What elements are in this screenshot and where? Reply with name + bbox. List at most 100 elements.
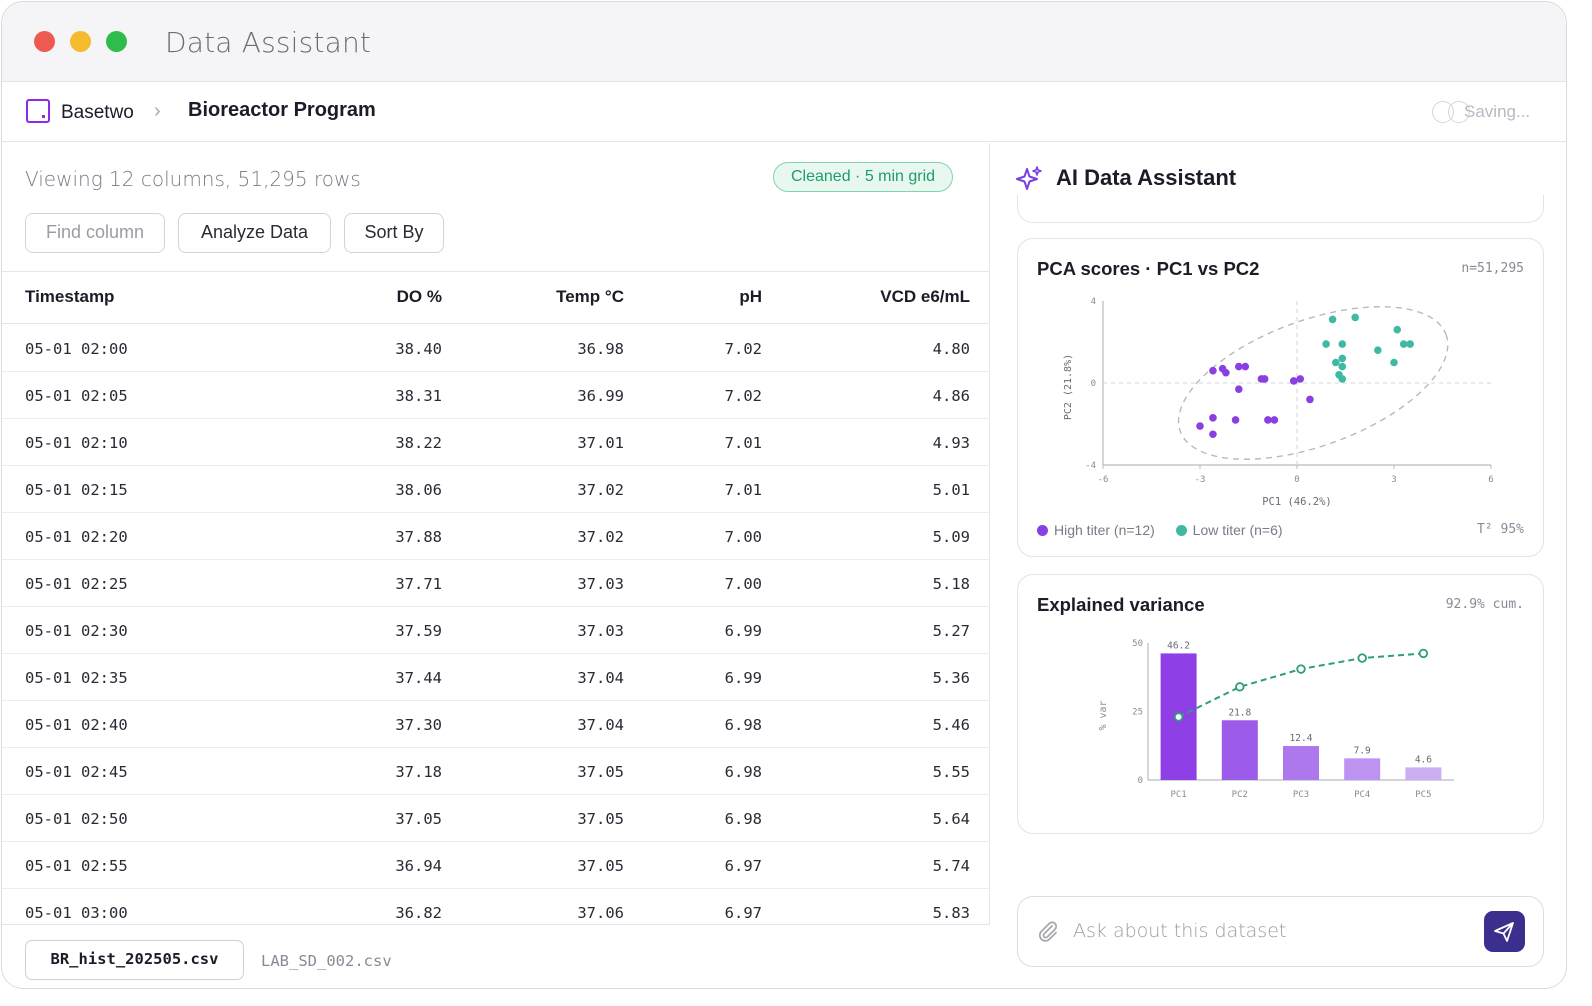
column-header[interactable]: Timestamp xyxy=(25,287,115,306)
maximize-window-button[interactable] xyxy=(106,31,127,52)
x-tick-label: PC3 xyxy=(1293,790,1309,800)
data-point xyxy=(1338,375,1347,383)
x-tick-label: PC1 xyxy=(1170,790,1186,800)
breadcrumb-current: Bioreactor Program xyxy=(188,99,376,121)
send-button[interactable] xyxy=(1484,911,1525,952)
table-cell: 37.04 xyxy=(577,716,624,734)
data-point xyxy=(1328,315,1337,324)
data-point xyxy=(1322,340,1330,348)
y-tick-label: -4 xyxy=(1085,461,1096,471)
y-tick-label: 50 xyxy=(1132,639,1143,649)
column-header[interactable]: VCD e6/mL xyxy=(880,287,970,306)
table-cell: 37.30 xyxy=(395,716,442,734)
column-header[interactable]: Temp °C xyxy=(556,287,624,306)
table-cell: 5.18 xyxy=(932,575,970,593)
table-cell: 05-01 02:10 xyxy=(25,434,128,452)
legend-item: High titer (n=12) xyxy=(1037,522,1155,538)
table-row[interactable]: 05-01 02:30 37.59 37.03 6.99 5.27 xyxy=(2,607,990,654)
file-tabs: BR_hist_202505.csv LAB_SD_002.csv xyxy=(2,924,990,988)
table-cell: 05-01 02:00 xyxy=(25,340,128,358)
x-axis-label: PC1 (46.2%) xyxy=(1262,496,1332,508)
data-point xyxy=(1231,416,1240,424)
chart-legend: High titer (n=12) Low titer (n=6) xyxy=(1037,522,1300,538)
table-row[interactable]: 05-01 02:10 38.22 37.01 7.01 4.93 xyxy=(2,419,990,466)
table-cell: 7.02 xyxy=(724,340,762,358)
variance-bar xyxy=(1344,758,1381,780)
table-cell: 5.64 xyxy=(932,810,970,828)
table-cell: 05-01 02:35 xyxy=(25,669,128,687)
table-row[interactable]: 05-01 02:40 37.30 37.04 6.98 5.46 xyxy=(2,701,990,748)
file-tab-active[interactable]: BR_hist_202505.csv xyxy=(25,940,244,980)
status-badge: Cleaned · 5 min grid xyxy=(773,162,954,192)
data-point xyxy=(1390,358,1398,367)
paperclip-icon[interactable] xyxy=(1036,920,1060,944)
table-cell: 05-01 02:15 xyxy=(25,481,128,499)
table-cell: 05-01 02:05 xyxy=(25,387,128,405)
basetwo-logo-icon[interactable] xyxy=(26,99,50,123)
explained-variance-card: Explained variance 92.9% cum. 50 25 0 % var… xyxy=(1017,574,1544,834)
bar-value-label: 21.8 xyxy=(1228,707,1251,718)
table-cell: 37.04 xyxy=(577,669,624,687)
table-header: Timestamp DO % Temp °C pH VCD e6/mL xyxy=(2,271,990,324)
table-row[interactable]: 05-01 02:35 37.44 37.04 6.99 5.36 xyxy=(2,654,990,701)
table-cell: 37.01 xyxy=(577,434,624,452)
ask-input[interactable]: Ask about this dataset xyxy=(1017,896,1544,967)
assistant-panel: AI Data Assistant PCA scores · PC1 vs PC… xyxy=(991,143,1566,988)
x-tick-label: 0 xyxy=(1294,475,1299,485)
table-row[interactable]: 05-01 02:50 37.05 37.05 6.98 5.64 xyxy=(2,795,990,842)
table-row[interactable]: 05-01 02:15 38.06 37.02 7.01 5.01 xyxy=(2,466,990,513)
column-header[interactable]: pH xyxy=(739,287,762,306)
legend-swatch xyxy=(1175,525,1187,536)
table-cell: 7.01 xyxy=(724,434,762,452)
confidence-ellipse xyxy=(1177,306,1449,460)
table-cell: 36.94 xyxy=(395,857,442,875)
title-bar: Data Assistant xyxy=(2,2,1566,82)
ask-input-placeholder[interactable]: Ask about this dataset xyxy=(1073,920,1287,942)
minimize-window-button[interactable] xyxy=(70,31,91,52)
cumulative-point xyxy=(1235,682,1245,692)
find-column-input[interactable]: Find column xyxy=(25,213,165,253)
previous-message-card xyxy=(1017,195,1544,223)
y-tick-label: 0 xyxy=(1138,776,1143,786)
breadcrumb: Basetwo › Bioreactor Program Saving... xyxy=(2,82,1566,142)
assistant-title: AI Data Assistant xyxy=(1056,165,1237,190)
file-tab[interactable]: LAB_SD_002.csv xyxy=(261,952,392,970)
table-row[interactable]: 05-01 02:00 38.40 36.98 7.02 4.80 xyxy=(2,325,990,372)
analyze-data-button[interactable]: Analyze Data xyxy=(178,213,331,253)
close-window-button[interactable] xyxy=(34,31,55,52)
table-cell: 37.02 xyxy=(577,481,624,499)
breadcrumb-home[interactable]: Basetwo xyxy=(61,102,134,123)
variance-bar xyxy=(1405,767,1442,780)
table-cell: 05-01 02:30 xyxy=(25,622,128,640)
table-cell: 37.02 xyxy=(577,528,624,546)
table-row[interactable]: 05-01 02:45 37.18 37.05 6.98 5.55 xyxy=(2,748,990,795)
data-point xyxy=(1332,358,1340,367)
data-point xyxy=(1264,416,1272,424)
saving-status-text: Saving... xyxy=(1464,102,1531,121)
sort-by-button[interactable]: Sort By xyxy=(344,213,444,253)
x-tick-label: 3 xyxy=(1391,475,1396,485)
variance-bar-chart: 50 25 0 % var 46.2 PC1 21.8 PC2 12.4 PC3 7.9 PC4 4.6… xyxy=(1098,639,1454,800)
table-row[interactable]: 05-01 02:55 36.94 37.05 6.97 5.74 xyxy=(2,842,990,889)
dataset-summary: Viewing 12 columns, 51,295 rows xyxy=(25,167,361,191)
table-cell: 38.22 xyxy=(395,434,442,452)
table-cell: 05-01 02:55 xyxy=(25,857,128,875)
table-cell: 5.83 xyxy=(932,904,970,922)
bar-value-label: 46.2 xyxy=(1167,640,1190,651)
legend-label: High titer (n=12) xyxy=(1054,522,1155,538)
table-row[interactable]: 05-01 02:25 37.71 37.03 7.00 5.18 xyxy=(2,560,990,607)
table-row[interactable]: 05-01 02:20 37.88 37.02 7.00 5.09 xyxy=(2,513,990,560)
table-cell: 05-01 02:25 xyxy=(25,575,128,593)
column-header[interactable]: DO % xyxy=(396,287,442,306)
data-panel: Viewing 12 columns, 51,295 rows Cleaned … xyxy=(2,143,990,988)
x-tick-label: -6 xyxy=(1098,475,1109,485)
table-cell: 37.06 xyxy=(577,904,624,922)
data-point xyxy=(1289,377,1298,385)
table-cell: 38.31 xyxy=(395,387,442,405)
pca-scatter-chart: -6 -3 0 3 6 4 0 -4 PC1 (46.2%) PC2 (21.8%) xyxy=(1063,297,1494,508)
table-cell: 37.05 xyxy=(577,763,624,781)
x-tick-label: PC2 xyxy=(1232,790,1248,800)
table-cell: 7.00 xyxy=(724,528,762,546)
table-cell: 37.18 xyxy=(395,763,442,781)
table-row[interactable]: 05-01 02:05 38.31 36.99 7.02 4.86 xyxy=(2,372,990,419)
